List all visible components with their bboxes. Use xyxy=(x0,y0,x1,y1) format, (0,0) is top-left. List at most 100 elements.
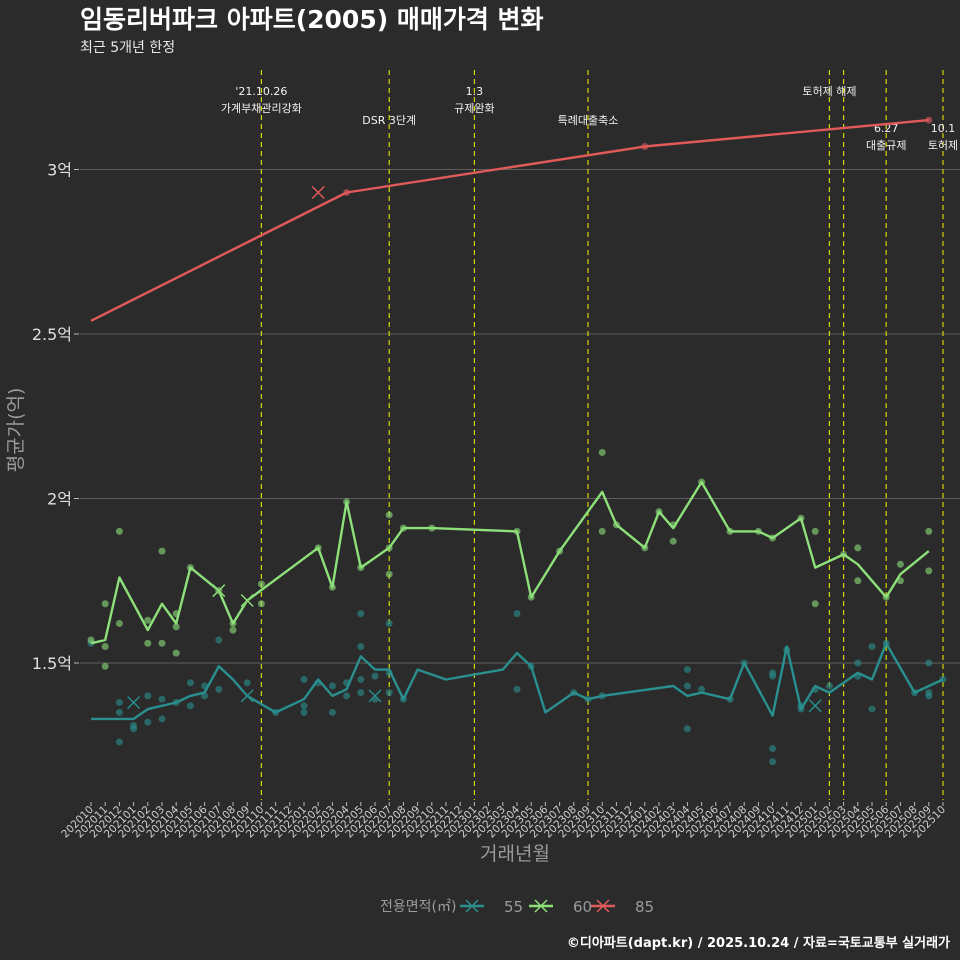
legend-marker-60 xyxy=(534,899,548,913)
legend-label-55: 55 xyxy=(504,898,523,916)
data-point xyxy=(385,511,393,519)
legend: 전용면적(㎡) 55 60 85 xyxy=(380,898,654,916)
data-point xyxy=(186,702,194,710)
data-series xyxy=(87,116,947,766)
data-point xyxy=(769,745,777,753)
data-point xyxy=(925,567,933,575)
data-point xyxy=(257,580,265,588)
legend-marker-85 xyxy=(596,899,610,913)
cross-stroke xyxy=(368,689,382,703)
grid-lines xyxy=(80,169,960,664)
data-point xyxy=(854,544,862,552)
event-label: 특례대출축소 xyxy=(558,114,619,127)
legend-marker-55 xyxy=(465,899,479,913)
data-point xyxy=(868,705,876,713)
data-point xyxy=(158,639,166,647)
data-point xyxy=(144,639,152,647)
data-point xyxy=(300,675,308,683)
cancelled-marker xyxy=(212,584,226,598)
data-point xyxy=(357,675,365,683)
cancelled-marker xyxy=(240,689,254,703)
data-point xyxy=(598,527,606,535)
series-line xyxy=(90,480,930,645)
data-point xyxy=(925,659,933,667)
data-point xyxy=(101,600,109,608)
chart-title: 임동리버파크 아파트(2005) 매매가격 변화 xyxy=(80,5,544,34)
cross-stroke xyxy=(808,699,822,713)
series-line xyxy=(91,642,944,721)
y-axis-ticks: 1.5억 2억 2.5억 3억 xyxy=(32,161,79,673)
event-label: 토허제 xyxy=(928,139,958,152)
data-point xyxy=(811,600,819,608)
cross-stroke xyxy=(127,695,141,710)
event-label: 가계부채관리강화 xyxy=(221,102,302,115)
data-point xyxy=(769,669,777,677)
data-point xyxy=(385,689,393,697)
y-tick-label: 3억 xyxy=(47,161,72,180)
cross-stroke xyxy=(465,899,479,913)
data-point xyxy=(215,685,223,693)
data-point xyxy=(257,600,265,608)
data-point xyxy=(186,679,194,687)
cross-stroke xyxy=(534,899,548,913)
data-point xyxy=(130,722,138,730)
data-point xyxy=(300,708,308,716)
data-point xyxy=(158,715,166,723)
data-point xyxy=(598,448,606,456)
event-label: 토허제 해제 xyxy=(802,84,856,98)
data-point xyxy=(229,626,237,634)
cancelled-marker xyxy=(311,185,325,200)
cancelled-marker xyxy=(808,699,822,713)
data-point xyxy=(115,698,123,706)
data-point xyxy=(115,738,123,746)
data-point xyxy=(357,643,365,651)
data-point xyxy=(854,577,862,585)
series-line xyxy=(90,118,929,322)
data-point xyxy=(343,692,351,700)
data-point xyxy=(698,685,706,693)
data-point xyxy=(513,685,521,693)
x-axis-label: 거래년월 xyxy=(480,843,550,865)
data-point xyxy=(357,689,365,697)
data-point xyxy=(328,708,336,716)
cross-stroke xyxy=(240,593,254,608)
event-label: 대출규제 xyxy=(866,139,906,152)
event-label: DSR 3단계 xyxy=(362,114,416,127)
data-point xyxy=(925,689,933,697)
series-60 xyxy=(87,448,933,670)
x-axis-ticks: 2020102020112020122021012021022021032021… xyxy=(59,802,948,840)
cancelled-marker xyxy=(240,593,254,608)
data-point xyxy=(385,620,393,628)
data-point xyxy=(669,537,677,545)
chart-subtitle: 최근 5개년 한정 xyxy=(80,40,175,56)
data-point xyxy=(925,527,933,535)
data-point xyxy=(811,527,819,535)
data-point xyxy=(215,636,223,644)
data-point xyxy=(101,643,109,651)
data-point xyxy=(101,662,109,670)
legend-title: 전용면적(㎡) xyxy=(380,899,456,915)
data-point xyxy=(385,570,393,578)
cross-stroke xyxy=(311,185,325,200)
cross-stroke xyxy=(212,584,226,598)
data-point xyxy=(115,620,123,628)
event-label: 규제완화 xyxy=(454,102,494,115)
data-point xyxy=(683,725,691,733)
data-point xyxy=(769,758,777,766)
legend-label-60: 60 xyxy=(573,898,592,916)
event-label: 1.3 xyxy=(466,85,484,98)
y-tick-label: 2.5억 xyxy=(32,325,72,344)
data-point xyxy=(115,708,123,716)
data-point xyxy=(371,672,379,680)
cross-stroke xyxy=(596,899,610,913)
data-point xyxy=(144,692,152,700)
data-point xyxy=(683,666,691,674)
event-label: 10.1 xyxy=(931,122,956,135)
series-85 xyxy=(90,116,933,322)
cross-stroke xyxy=(240,689,254,703)
data-point xyxy=(115,527,123,535)
data-point xyxy=(144,616,152,624)
data-point xyxy=(513,610,521,618)
